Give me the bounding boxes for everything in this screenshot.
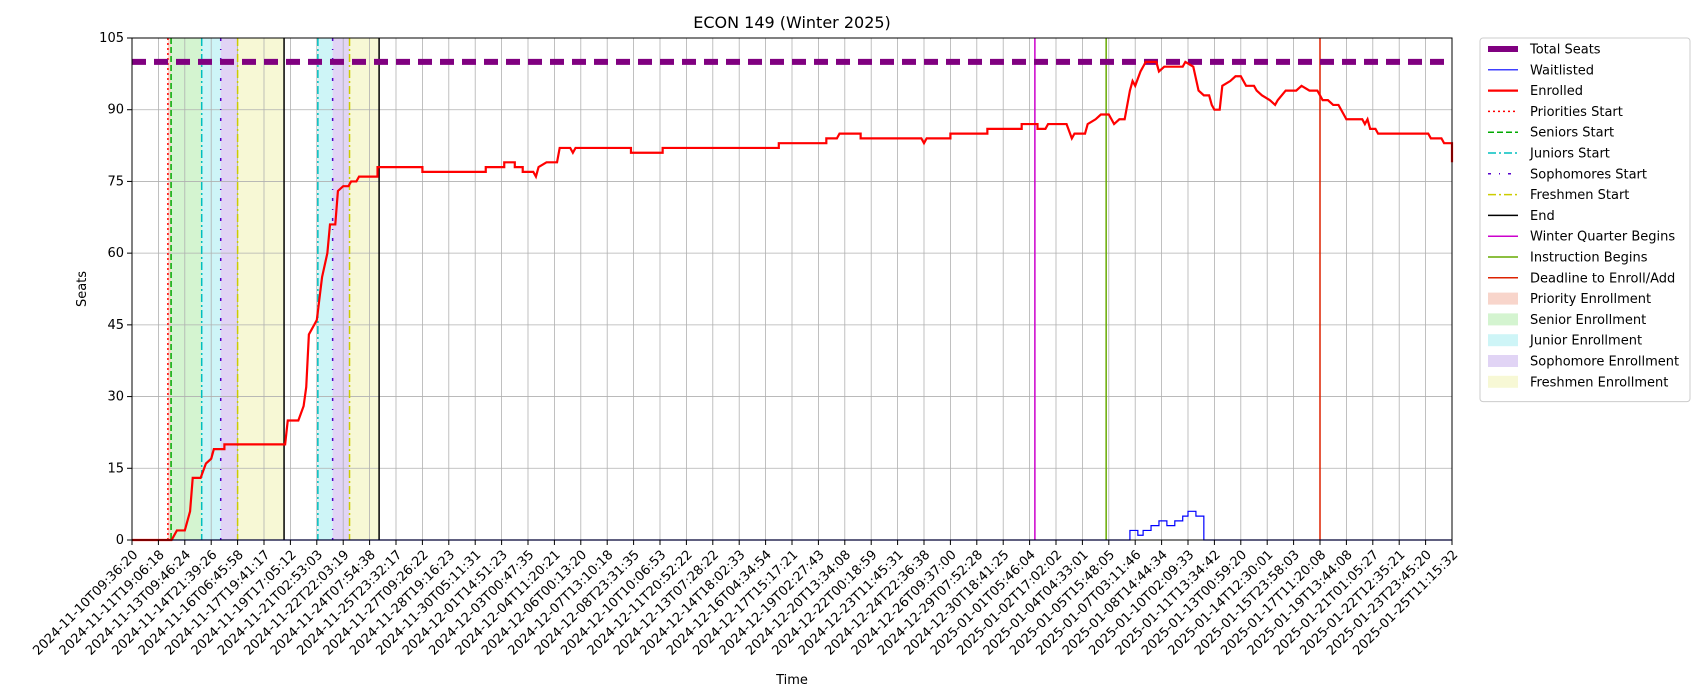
band-senior-enrollment (171, 38, 202, 540)
legend-entry: Enrolled (1488, 84, 1583, 99)
legend-label: Freshmen Start (1530, 188, 1629, 203)
legend-swatch (1488, 334, 1518, 347)
legend-swatch (1488, 292, 1518, 305)
x-axis: 2024-11-10T09:36:202024-11-11T19:06:1820… (30, 540, 1461, 659)
legend-label: Sophomore Enrollment (1530, 355, 1679, 370)
chart-title: ECON 149 (Winter 2025) (693, 13, 891, 32)
legend: Total Seats Waitlisted Enrolled Priorities … (1479, 37, 1691, 403)
band-sophomore-enrollment (332, 38, 350, 540)
enrollment-bands (167, 38, 380, 540)
legend-label: Senior Enrollment (1530, 313, 1646, 328)
legend-entry: Priorities Start (1488, 105, 1623, 120)
legend-label: Juniors Start (1529, 147, 1610, 162)
legend-entry: Sophomores Start (1488, 167, 1647, 182)
legend-entry: Total Seats (1488, 43, 1601, 58)
series-enrolled (132, 60, 1454, 542)
band-freshmen-enrollment (349, 38, 380, 540)
legend-entry: Deadline to Enroll/Add (1488, 271, 1675, 286)
legend-label: Freshmen Enrollment (1530, 375, 1668, 390)
legend-swatch (1488, 375, 1518, 388)
legend-entry: Instruction Begins (1488, 251, 1648, 266)
y-tick-label: 60 (107, 246, 124, 261)
legend-entry: Senior Enrollment (1488, 313, 1646, 328)
legend-label: Deadline to Enroll/Add (1530, 271, 1675, 286)
y-tick-label: 105 (99, 31, 124, 46)
event-markers (167, 38, 1321, 540)
y-tick-label: 45 (107, 318, 124, 333)
band-sophomore-enrollment (220, 38, 238, 540)
legend-entry: Freshmen Enrollment (1488, 375, 1668, 390)
legend-label: Seniors Start (1530, 126, 1614, 141)
y-tick-label: 15 (107, 461, 124, 476)
legend-entry: Juniors Start (1488, 147, 1610, 162)
legend-label: Total Seats (1529, 43, 1601, 58)
legend-entry: End (1488, 209, 1555, 224)
y-tick-label: 75 (107, 174, 124, 189)
legend-entry: Winter Quarter Begins (1488, 230, 1675, 245)
legend-entry: Seniors Start (1488, 126, 1614, 141)
y-axis: 0 15 30 45 60 75 90 105 (99, 31, 132, 548)
legend-label: Instruction Begins (1530, 251, 1648, 266)
series-waitlisted (132, 510, 1452, 541)
legend-entry: Freshmen Start (1488, 188, 1629, 203)
legend-label: Waitlisted (1530, 63, 1594, 78)
y-tick-label: 30 (107, 390, 124, 405)
legend-entry: Waitlisted (1488, 63, 1594, 78)
band-junior-enrollment (317, 38, 333, 540)
y-axis-label: Seats (75, 271, 90, 307)
legend-label: Junior Enrollment (1529, 334, 1642, 349)
y-tick-label: 90 (107, 103, 124, 118)
legend-label: Winter Quarter Begins (1530, 230, 1675, 245)
legend-label: Priority Enrollment (1530, 292, 1651, 307)
legend-label: Priorities Start (1530, 105, 1623, 120)
legend-swatch (1488, 313, 1518, 326)
legend-entry: Sophomore Enrollment (1488, 355, 1679, 370)
legend-label: End (1530, 209, 1555, 224)
series (132, 58, 1454, 542)
x-axis-label: Time (775, 673, 808, 688)
legend-swatch (1488, 355, 1518, 367)
y-tick-label: 0 (116, 533, 124, 548)
legend-box (1479, 37, 1691, 403)
legend-entry: Junior Enrollment (1488, 334, 1642, 349)
legend-label: Sophomores Start (1530, 167, 1647, 182)
legend-label: Enrolled (1530, 84, 1583, 99)
band-freshmen-enrollment (237, 38, 285, 540)
band-priority-enrollment (167, 38, 172, 540)
legend-entry: Priority Enrollment (1488, 292, 1651, 307)
